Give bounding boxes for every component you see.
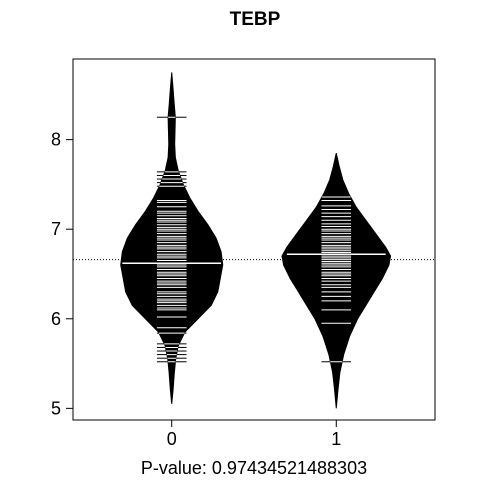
y-tick-label: 6 — [51, 309, 61, 329]
y-tick-label: 8 — [51, 130, 61, 150]
x-tick-label: 1 — [331, 429, 341, 449]
y-tick-label: 7 — [51, 219, 61, 239]
plot-frame — [72, 58, 436, 421]
x-tick-label: 0 — [167, 429, 177, 449]
bean-0 — [120, 72, 224, 404]
x-axis-label: P-value: 0.97434521488303 — [141, 458, 367, 478]
y-axis: 5 6 7 8 — [51, 130, 73, 418]
bean-1 — [281, 152, 392, 409]
chart-title: TEBP — [230, 9, 281, 30]
beans-group — [73, 72, 435, 409]
y-tick-label: 5 — [51, 398, 61, 418]
